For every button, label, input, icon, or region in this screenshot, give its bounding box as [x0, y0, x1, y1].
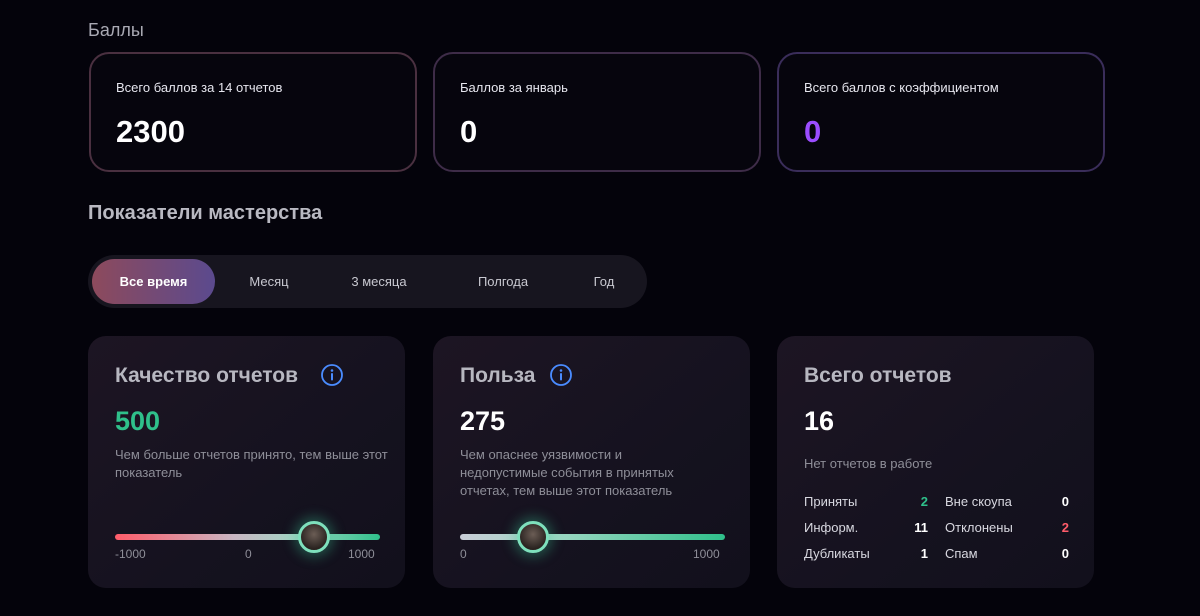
mastery-section-title: Показатели мастерства [88, 202, 323, 224]
total-reports-title: Всего отчетов [804, 364, 952, 387]
score-card-total: Всего баллов за 14 отчетов 2300 [89, 52, 417, 172]
quality-value: 500 [115, 406, 161, 436]
quality-card: Качество отчетов 500 Чем больше отчетов … [88, 336, 405, 588]
slider-min-label: 0 [460, 547, 467, 561]
score-label: Баллов за январь [460, 80, 568, 95]
total-reports-card: Всего отчетов 16 Нет отчетов в работе Пр… [777, 336, 1094, 588]
tab-all-time[interactable]: Все время [92, 259, 215, 304]
quality-slider-track [115, 534, 380, 540]
stat-value-spam: 0 [1061, 546, 1069, 561]
info-icon[interactable] [321, 364, 343, 386]
tab-month[interactable]: Месяц [249, 274, 289, 289]
period-tabs: Все время Месяц 3 месяца Полгода Год [88, 255, 647, 308]
quality-title: Качество отчетов [115, 364, 299, 387]
score-value: 2300 [116, 114, 185, 149]
stat-value-duplicates: 1 [920, 546, 928, 561]
stat-label-duplicates: Дубликаты [804, 546, 870, 561]
score-value: 0 [460, 114, 478, 149]
slider-max-label: 1000 [693, 547, 720, 561]
scores-section-title: Баллы [88, 20, 144, 40]
user-avatar-icon [297, 521, 330, 553]
score-card-coefficient: Всего баллов с коэффициентом 0 [777, 52, 1105, 172]
stat-value-rejected: 2 [1061, 520, 1069, 535]
score-label: Всего баллов с коэффициентом [804, 80, 999, 95]
stat-value-informative: 11 [914, 520, 928, 535]
usefulness-value: 275 [460, 406, 506, 436]
stat-label-rejected: Отклонены [945, 520, 1013, 535]
score-value: 0 [804, 114, 822, 149]
tab-half-year[interactable]: Полгода [477, 274, 529, 289]
quality-description: Чем больше отчетов принято, тем выше это… [115, 447, 388, 480]
slider-max-label: 1000 [348, 547, 375, 561]
tab-year[interactable]: Год [593, 274, 615, 289]
usefulness-description: Чем опаснее уязвимости и недопустимые со… [460, 447, 674, 498]
slider-mid-label: 0 [245, 547, 252, 561]
usefulness-card: Польза 275 Чем опаснее уязвимости и недо… [433, 336, 750, 588]
score-label: Всего баллов за 14 отчетов [116, 80, 283, 95]
total-reports-value: 16 [804, 406, 835, 436]
user-avatar-icon [516, 521, 549, 553]
stat-value-accepted: 2 [920, 494, 928, 509]
usefulness-title: Польза [460, 364, 536, 387]
no-work-text: Нет отчетов в работе [804, 456, 933, 471]
tab-3-months[interactable]: 3 месяца [351, 274, 407, 289]
info-icon[interactable] [550, 364, 572, 386]
stat-value-out-of-scope: 0 [1061, 494, 1069, 509]
stat-label-informative: Информ. [804, 520, 859, 535]
slider-min-label: -1000 [115, 547, 146, 561]
usefulness-slider-track [460, 534, 725, 540]
stat-label-spam: Спам [945, 546, 978, 561]
stat-label-accepted: Приняты [804, 494, 858, 509]
stat-label-out-of-scope: Вне скоупа [945, 494, 1012, 509]
score-card-month: Баллов за январь 0 [433, 52, 761, 172]
